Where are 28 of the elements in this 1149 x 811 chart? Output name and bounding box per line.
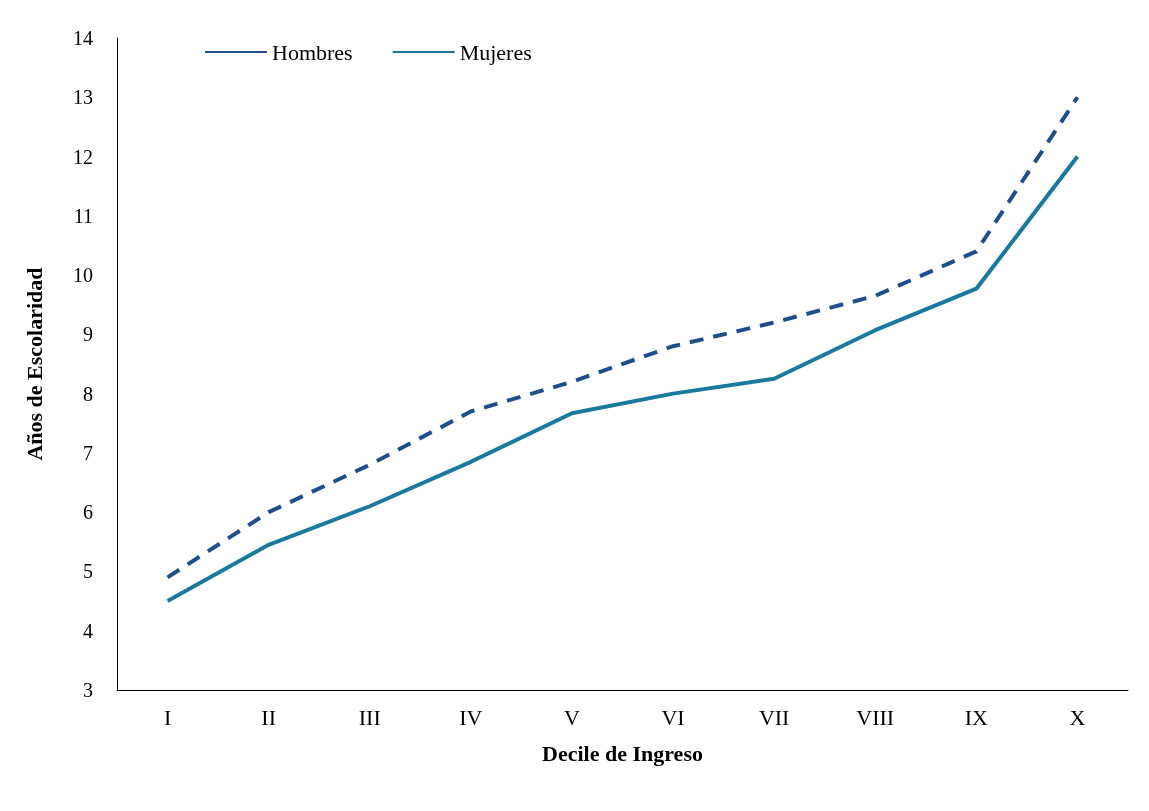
line-series	[165, 154, 1080, 604]
legend-label: Mujeres	[459, 39, 532, 65]
line-series	[165, 95, 1080, 580]
legend-label: Hombres	[272, 39, 353, 65]
y-tick-label: 3	[83, 679, 93, 701]
y-tick-label: 5	[83, 560, 93, 583]
x-tick-label: IV	[459, 704, 483, 730]
y-tick-label: 7	[83, 441, 93, 464]
x-axis-title: Decile de Ingreso	[542, 740, 703, 766]
x-tick-label: VIII	[856, 704, 895, 730]
x-tick-label: III	[358, 704, 381, 730]
y-tick-label: 6	[83, 501, 93, 524]
x-tick-label: V	[564, 704, 580, 730]
y-tick-label: 8	[83, 382, 93, 405]
y-tick-label: 10	[73, 264, 93, 287]
y-tick-label: 12	[73, 145, 93, 168]
y-tick-label: 4	[83, 619, 93, 642]
x-tick-label: I	[163, 704, 172, 730]
x-tick-label: IX	[964, 704, 989, 730]
x-tick-label: II	[261, 704, 276, 730]
x-tick-label: VI	[661, 704, 685, 730]
y-axis-title: Años de Escolaridad	[21, 267, 47, 461]
y-tick-label: 9	[83, 323, 93, 346]
y-tick-label: 13	[73, 86, 93, 109]
y-tick-label: 11	[73, 204, 93, 227]
y-tick-label: 14	[73, 27, 93, 49]
x-tick-label: VII	[758, 704, 790, 730]
x-tick-label: X	[1069, 704, 1086, 730]
